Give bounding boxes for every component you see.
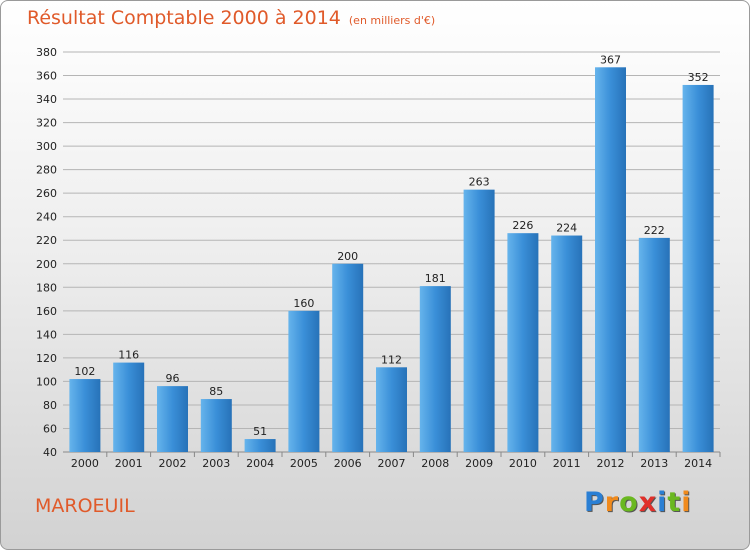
data-label: 85	[209, 385, 223, 398]
data-label: 222	[644, 224, 665, 237]
chart-subtitle: (en milliers d'€)	[348, 14, 436, 27]
logo-letter: i	[681, 487, 692, 518]
bar-2013[interactable]	[638, 237, 670, 452]
bar-2009[interactable]	[463, 189, 495, 452]
x-tick-label: 2001	[115, 457, 143, 470]
bar-2004[interactable]	[244, 439, 276, 452]
data-label: 263	[469, 176, 490, 189]
y-tick-label: 160	[36, 305, 57, 318]
x-tick-label: 2007	[378, 457, 406, 470]
y-tick-label: 200	[36, 258, 57, 271]
data-label: 367	[600, 53, 621, 66]
x-tick-label: 2003	[202, 457, 230, 470]
y-tick-label: 280	[36, 164, 57, 177]
x-tick-label: 2005	[290, 457, 318, 470]
bar-2014[interactable]	[682, 84, 714, 453]
y-tick-label: 100	[36, 375, 57, 388]
x-tick-label: 2013	[640, 457, 668, 470]
data-label: 352	[688, 71, 709, 84]
data-label: 112	[381, 353, 402, 366]
y-tick-label: 220	[36, 234, 57, 247]
y-tick-label: 380	[36, 46, 57, 59]
bar-2002[interactable]	[157, 386, 188, 452]
y-axis-ticks: 40 60 80 100 120 140 160 180 200 220 240 260 280 300 3…	[36, 46, 57, 459]
bars	[69, 67, 714, 453]
logo-letter: x	[638, 487, 658, 518]
x-tick-label: 2009	[465, 457, 493, 470]
logo-letter: i	[657, 487, 668, 518]
data-label: 181	[425, 272, 446, 285]
town-name: MAROEUIL	[35, 495, 135, 517]
data-label: 224	[556, 222, 577, 235]
data-label: 116	[118, 349, 139, 362]
bar-2000[interactable]	[69, 379, 101, 452]
y-tick-label: 180	[36, 281, 57, 294]
y-tick-label: 60	[43, 422, 57, 435]
data-label: 200	[337, 250, 358, 263]
y-tick-label: 300	[36, 140, 57, 153]
x-tick-label: 2012	[597, 457, 625, 470]
x-tick-label: 2002	[159, 457, 187, 470]
bar-2005[interactable]	[288, 310, 320, 452]
data-label: 102	[74, 365, 95, 378]
proxiti-logo[interactable]: Proxiti	[584, 487, 692, 518]
y-tick-label: 120	[36, 352, 57, 365]
bar-2003[interactable]	[200, 399, 232, 452]
y-tick-label: 40	[43, 446, 57, 459]
bar-2001[interactable]	[113, 362, 145, 452]
logo-letter: o	[619, 487, 639, 518]
x-tick-label: 2010	[509, 457, 537, 470]
logo-letter: P	[584, 487, 605, 518]
bar-2006[interactable]	[332, 263, 364, 452]
x-tick-label: 2000	[71, 457, 99, 470]
y-tick-label: 140	[36, 328, 57, 341]
data-labels: 102 116 96 85 51 160 200 112 181 263 226 224 367 222 3…	[74, 53, 708, 438]
logo-letter: r	[604, 487, 620, 518]
bar-2011[interactable]	[551, 235, 583, 452]
y-tick-label: 340	[36, 93, 57, 106]
x-tick-label: 2011	[553, 457, 581, 470]
y-tick-label: 80	[43, 399, 57, 412]
data-label: 96	[166, 372, 180, 385]
x-tick-label: 2004	[246, 457, 274, 470]
x-tick-label: 2008	[421, 457, 449, 470]
bar-2007[interactable]	[376, 367, 407, 452]
y-tick-label: 260	[36, 187, 57, 200]
bar-2012[interactable]	[595, 67, 626, 452]
x-tick-label: 2006	[334, 457, 362, 470]
bar-2010[interactable]	[507, 233, 539, 452]
bar-2008[interactable]	[419, 286, 451, 452]
data-label: 51	[253, 425, 267, 438]
x-tick-label: 2014	[684, 457, 712, 470]
y-tick-label: 240	[36, 211, 57, 224]
y-tick-label: 360	[36, 70, 57, 83]
chart-title-text: Résultat Comptable 2000 à 2014	[27, 7, 341, 29]
data-label: 226	[512, 219, 533, 232]
x-axis-ticks: 2000 2001 2002 2003 2004 2005 2006 2007 2008 2009…	[71, 452, 721, 470]
y-tick-label: 320	[36, 117, 57, 130]
logo-letter: t	[667, 487, 682, 518]
chart-title: Résultat Comptable 2000 à 2014 (en millie…	[27, 7, 435, 29]
data-label: 160	[293, 297, 314, 310]
